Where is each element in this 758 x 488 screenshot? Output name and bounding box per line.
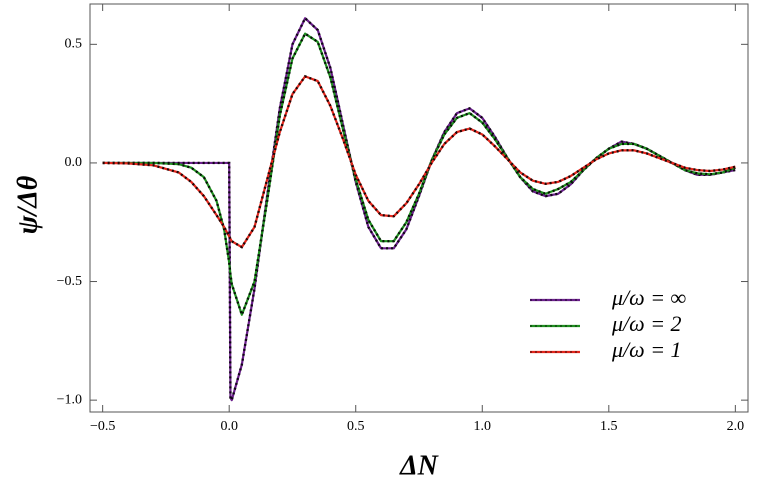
legend-label: μ/ω = 2 — [611, 311, 682, 336]
x-tick-label: 1.5 — [600, 419, 618, 434]
x-tick-label: 0.5 — [347, 419, 365, 434]
y-tick-label: 0.0 — [65, 155, 83, 170]
y-axis-title: ψ/Δθ — [12, 175, 43, 234]
y-tick-label: −1.0 — [57, 392, 82, 407]
x-tick-label: −0.5 — [90, 419, 115, 434]
series-line — [102, 75, 736, 249]
plot-frame — [89, 3, 749, 413]
y-tick-label: −0.5 — [57, 274, 82, 289]
legend-label: μ/ω = ∞ — [611, 285, 687, 310]
series-dash-overlay — [102, 31, 736, 319]
y-tick-label: 0.5 — [65, 37, 83, 52]
series-dash-overlay — [102, 74, 736, 249]
x-tick-label: 0.0 — [220, 419, 238, 434]
series-line — [102, 32, 736, 316]
x-tick-label: 2.0 — [727, 419, 745, 434]
legend-label: μ/ω = 1 — [611, 337, 682, 362]
x-axis-title: ΔN — [399, 450, 440, 481]
x-tick-label: 1.0 — [474, 419, 492, 434]
